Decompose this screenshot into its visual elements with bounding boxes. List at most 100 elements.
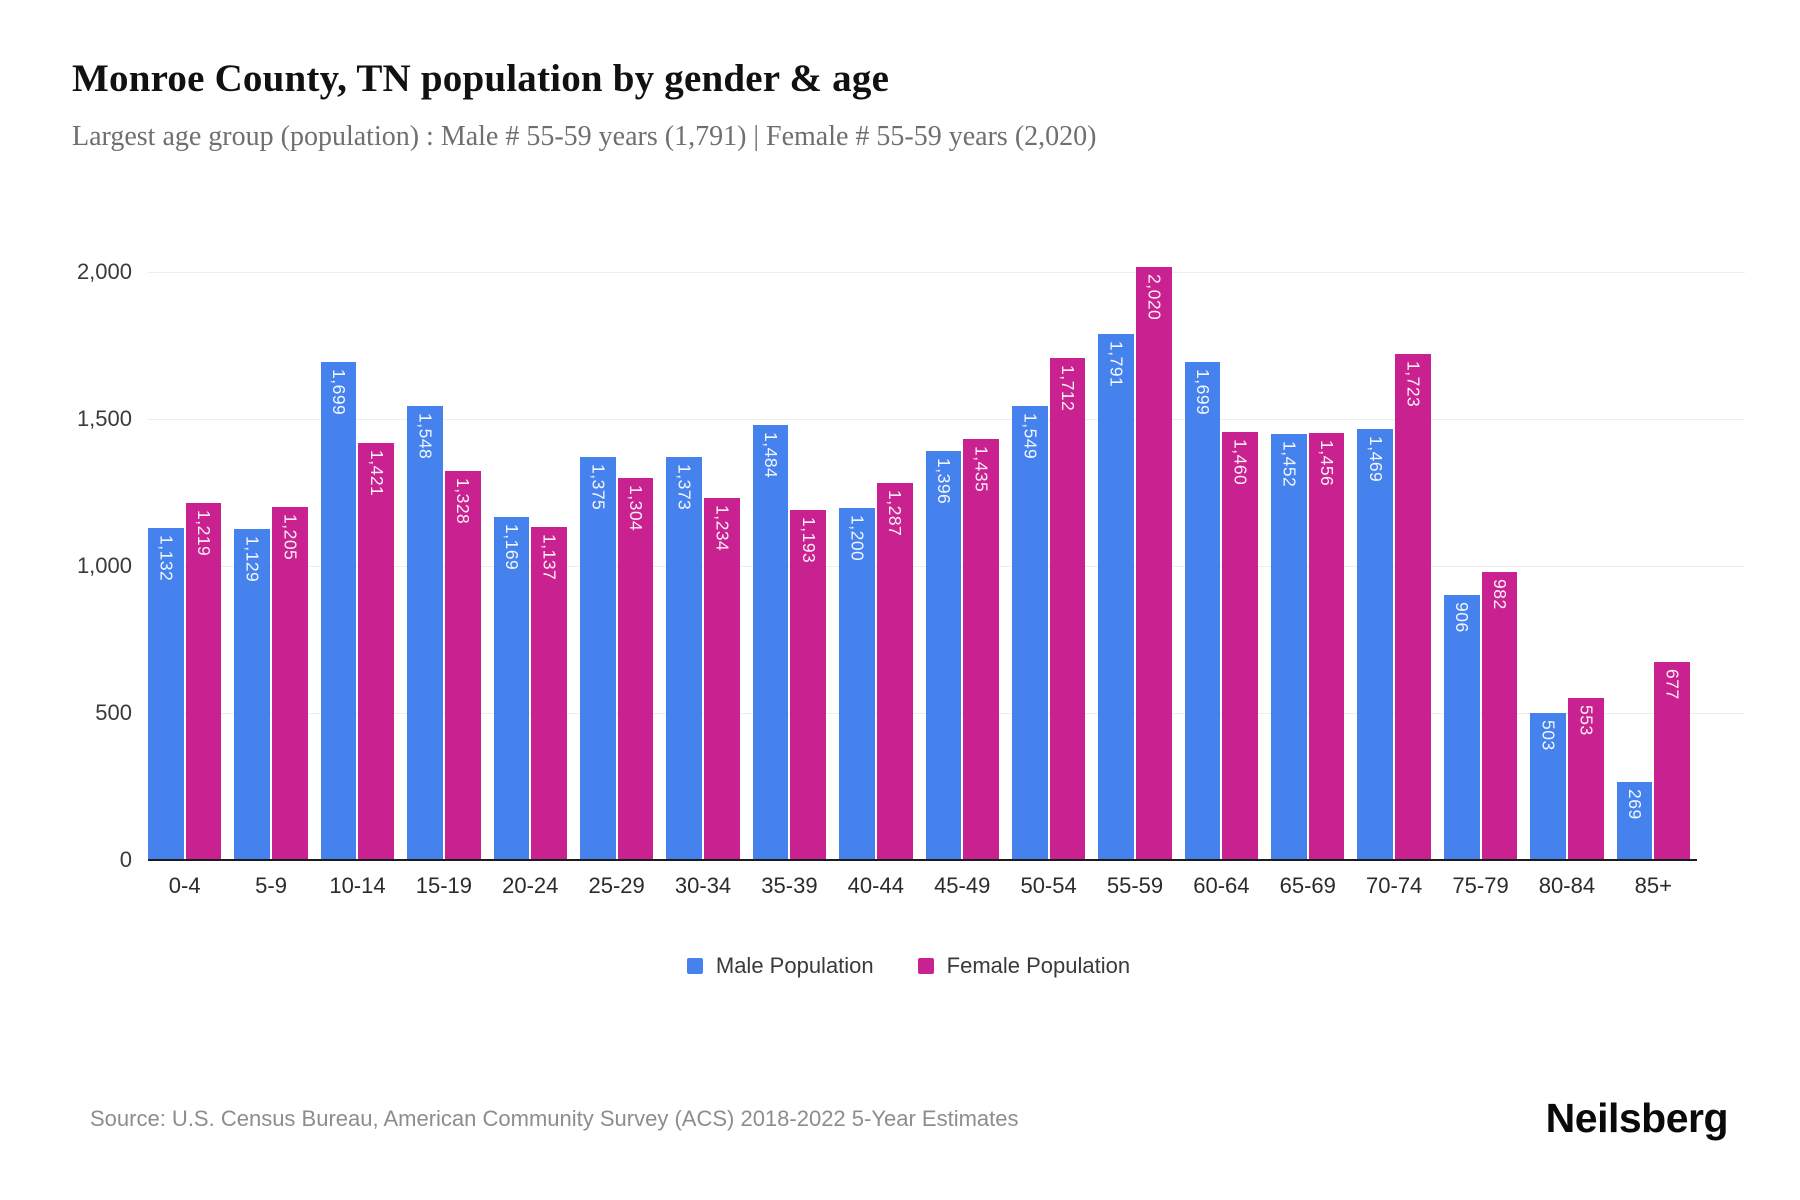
female-bar-value-5-9: 1,205 (280, 513, 301, 561)
x-tick-label-65-69: 65-69 (1279, 873, 1336, 898)
male-bar-30-34[interactable]: 1,373 (666, 457, 703, 861)
female-bar-85+[interactable]: 677 (1654, 661, 1691, 861)
female-bar-60-64[interactable]: 1,460 (1222, 431, 1259, 861)
x-tick-label-30-34: 30-34 (674, 873, 732, 898)
x-tick-label-70-74: 70-74 (1366, 873, 1423, 898)
x-axis-line (148, 859, 1697, 861)
legend-item-female[interactable]: Female Population (917, 953, 1131, 979)
bar-group-50-54: 1,549 1,712 50-54 (1011, 201, 1086, 898)
male-bar-value-25-29: 1,375 (588, 463, 609, 511)
male-bar-10-14[interactable]: 1,699 (320, 361, 357, 861)
male-bar-value-30-34: 1,373 (674, 464, 695, 511)
bar-group-60-64: 1,699 1,460 60-64 (1184, 201, 1259, 898)
female-bar-value-30-34: 1,234 (712, 505, 733, 552)
male-bar-0-4[interactable]: 1,132 (148, 528, 184, 861)
female-bar-value-40-44: 1,287 (885, 489, 906, 536)
legend-label-male: Male Population (715, 953, 874, 978)
x-tick-label-20-24: 20-24 (502, 873, 559, 898)
male-bar-70-74[interactable]: 1,469 (1357, 429, 1394, 861)
male-bar-80-84[interactable]: 503 (1530, 713, 1566, 861)
female-bar-value-45-49: 1,435 (971, 446, 992, 493)
male-bar-55-59[interactable]: 1,791 (1098, 334, 1134, 861)
female-bar-10-14[interactable]: 1,421 (358, 443, 395, 861)
female-bar-5-9[interactable]: 1,205 (272, 506, 308, 861)
male-bar-50-54[interactable]: 1,549 (1011, 405, 1048, 861)
female-bar-15-19[interactable]: 1,328 (444, 470, 481, 861)
female-bar-55-59[interactable]: 2,020 (1136, 267, 1172, 861)
source-text: Source: U.S. Census Bureau, American Com… (90, 1105, 1019, 1131)
female-bar-50-54[interactable]: 1,712 (1049, 357, 1086, 861)
gridline-2000 (148, 272, 1745, 273)
female-bar-value-65-69: 1,456 (1317, 439, 1338, 487)
female-bar-value-85+: 677 (1662, 668, 1683, 700)
bar-group-15-19: 1,548 1,328 15-19 (407, 201, 481, 898)
female-bar-65-69[interactable]: 1,456 (1308, 432, 1345, 861)
male-bar-value-35-39: 1,484 (761, 431, 782, 479)
female-bar-75-79[interactable]: 982 (1481, 572, 1518, 861)
brand-logo: Neilsberg (1545, 1095, 1729, 1141)
female-bar-70-74[interactable]: 1,723 (1395, 354, 1431, 861)
x-tick-label-75-79: 75-79 (1452, 873, 1509, 898)
male-bar-value-5-9: 1,129 (242, 536, 263, 583)
bar-group-30-34: 1,373 1,234 30-34 (666, 201, 740, 898)
bar-group-20-24: 1,169 1,137 20-24 (493, 201, 567, 898)
male-bar-40-44[interactable]: 1,200 (839, 508, 875, 861)
bar-groups: 1,132 1,219 0-4 1,129 1,205 5-9 1,699 1,421 10-1… (148, 201, 1691, 898)
x-tick-label-60-64: 60-64 (1193, 873, 1250, 898)
female-bar-45-49[interactable]: 1,435 (963, 439, 999, 861)
male-bar-value-70-74: 1,469 (1365, 436, 1386, 483)
x-tick-label-5-9: 5-9 (255, 873, 287, 898)
x-tick-label-35-39: 35-39 (761, 873, 818, 898)
male-bar-75-79[interactable]: 906 (1443, 594, 1480, 861)
bar-group-80-84: 503 553 80-84 (1530, 201, 1604, 898)
male-bar-25-29[interactable]: 1,375 (579, 456, 616, 861)
female-swatch-icon (917, 958, 934, 974)
y-tick-label-1000: 1,000 (76, 553, 132, 578)
male-bar-value-20-24: 1,169 (501, 524, 522, 571)
bar-group-65-69: 1,452 1,456 65-69 (1271, 201, 1345, 898)
bar-group-40-44: 1,200 1,287 40-44 (839, 201, 913, 898)
x-tick-label-15-19: 15-19 (415, 873, 472, 898)
male-bar-value-55-59: 1,791 (1106, 341, 1127, 388)
female-bar-20-24[interactable]: 1,137 (531, 526, 567, 861)
male-bar-60-64[interactable]: 1,699 (1184, 361, 1221, 861)
male-bar-5-9[interactable]: 1,129 (234, 529, 271, 861)
bar-group-85+: 269 677 85+ (1616, 201, 1691, 898)
bar-group-70-74: 1,469 1,723 70-74 (1357, 201, 1431, 898)
x-tick-label-10-14: 10-14 (329, 873, 386, 898)
gridline-1500 (148, 419, 1745, 420)
male-bar-value-15-19: 1,548 (415, 412, 436, 460)
female-bar-25-29[interactable]: 1,304 (617, 477, 654, 861)
legend-label-female: Female Population (946, 953, 1131, 978)
male-bar-value-60-64: 1,699 (1193, 368, 1214, 415)
female-bar-value-70-74: 1,723 (1403, 361, 1424, 408)
male-bar-15-19[interactable]: 1,548 (407, 405, 443, 861)
female-bar-value-35-39: 1,193 (798, 517, 819, 564)
female-bar-0-4[interactable]: 1,219 (185, 502, 222, 861)
female-bar-30-34[interactable]: 1,234 (704, 498, 740, 861)
male-bar-85+[interactable]: 269 (1616, 781, 1653, 861)
female-bar-35-39[interactable]: 1,193 (790, 510, 827, 861)
female-bar-value-50-54: 1,712 (1057, 364, 1078, 411)
x-tick-label-45-49: 45-49 (934, 873, 991, 898)
female-bar-value-60-64: 1,460 (1230, 438, 1251, 486)
male-bar-45-49[interactable]: 1,396 (925, 450, 962, 861)
male-swatch-icon (686, 958, 703, 974)
plot-area: 0 500 1,000 1,500 2,000 1,132 1,219 0-4 1,129 1,… (77, 201, 1745, 898)
x-tick-label-50-54: 50-54 (1020, 873, 1077, 898)
female-bar-40-44[interactable]: 1,287 (876, 482, 913, 861)
female-bar-value-0-4: 1,219 (194, 509, 215, 556)
bar-group-5-9: 1,129 1,205 5-9 (234, 201, 308, 898)
male-bar-65-69[interactable]: 1,452 (1271, 434, 1307, 861)
x-tick-label-40-44: 40-44 (847, 873, 904, 898)
chart-subtitle: Largest age group (population) : Male # … (72, 121, 1097, 152)
bar-group-25-29: 1,375 1,304 25-29 (579, 201, 654, 898)
bar-group-55-59: 1,791 2,020 55-59 (1098, 201, 1172, 898)
male-bar-value-80-84: 503 (1538, 720, 1559, 751)
female-bar-80-84[interactable]: 553 (1567, 698, 1604, 861)
male-bar-value-75-79: 906 (1452, 601, 1473, 633)
male-bar-35-39[interactable]: 1,484 (752, 424, 789, 861)
male-bar-20-24[interactable]: 1,169 (493, 517, 530, 861)
legend-item-male[interactable]: Male Population (686, 953, 874, 979)
